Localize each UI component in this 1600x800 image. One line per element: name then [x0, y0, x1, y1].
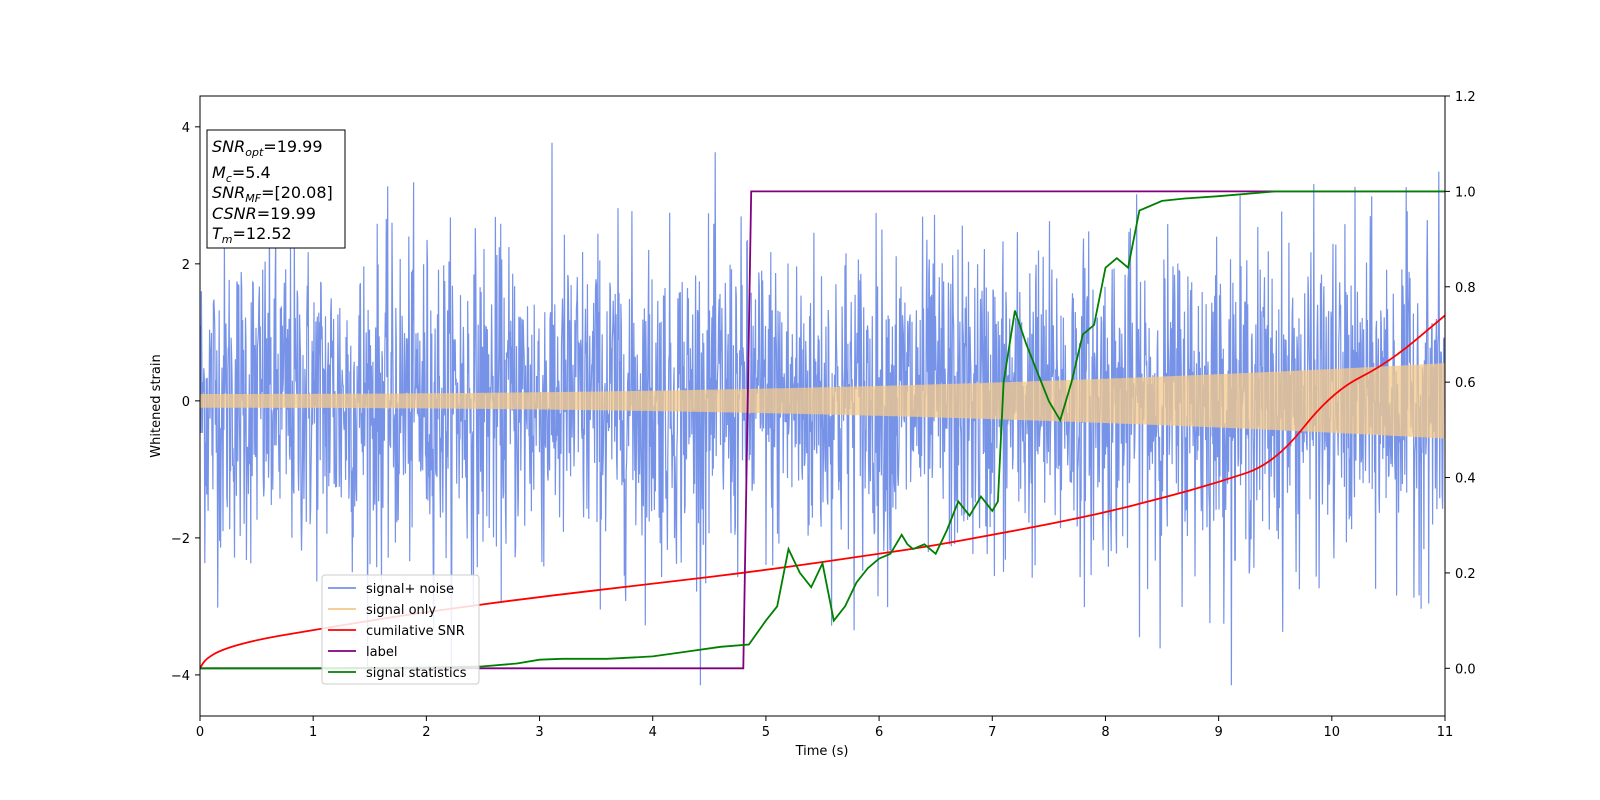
info-box: SNRopt=19.99 Mc=5.4 SNRMF=[20.08] CSNR=1… — [206, 129, 346, 249]
info-snr-mf-sub: MF — [245, 192, 261, 205]
x-tick-label: 3 — [535, 725, 543, 740]
x-tick-label: 5 — [762, 725, 770, 740]
x-tick-label: 6 — [875, 725, 883, 740]
info-snr-opt-sub: opt — [245, 146, 264, 159]
x-tick-label: 1 — [309, 725, 317, 740]
y-left-tick-label: −4 — [171, 669, 190, 684]
info-snr-opt-value: =19.99 — [263, 137, 322, 156]
y-right-tick-label: 0.4 — [1455, 472, 1476, 487]
y-right-tick-label: 0.6 — [1455, 376, 1476, 391]
x-tick-label: 0 — [196, 725, 204, 740]
y-right-tick-label: 1.0 — [1455, 185, 1476, 200]
info-mc-sub: c — [226, 172, 232, 185]
legend-items: signal+ noise signal only cumilative SNR la… — [328, 582, 467, 681]
x-tick-label: 4 — [649, 725, 657, 740]
y-left-tick-label: 4 — [182, 121, 190, 136]
info-mc-value: =5.4 — [232, 163, 271, 182]
info-mc: Mc=5.4 — [212, 163, 271, 185]
legend-label: signal+ noise — [366, 582, 454, 597]
info-tm-main: T — [212, 224, 223, 243]
info-mc-main: M — [212, 163, 226, 182]
info-box-frame — [206, 129, 346, 249]
y-right-tick-label: 0.8 — [1455, 281, 1476, 296]
info-snr-mf-value: =[20.08] — [261, 183, 333, 202]
legend: signal+ noise signal only cumilative SNR la… — [321, 574, 480, 685]
y-axis-label: Whitened strain — [149, 354, 164, 457]
series-line-cumilative-snr — [200, 314, 1445, 669]
x-tick-label: 2 — [422, 725, 430, 740]
legend-frame — [321, 574, 480, 685]
legend-label: signal statistics — [366, 666, 467, 681]
ticks-layer: 0 1 2 3 4 5 6 7 8 9 10 11 −4 −2 0 2 4 0.0 0.2 0.4 0.6 0.8 1.0 1… — [171, 90, 1476, 740]
x-tick-label: 10 — [1324, 725, 1341, 740]
x-tick-label: 7 — [988, 725, 996, 740]
legend-label: label — [366, 645, 397, 660]
info-tm: Tm=12.52 — [212, 224, 292, 246]
legend-label: cumilative SNR — [366, 624, 465, 639]
x-axis-label: Time (s) — [795, 744, 849, 759]
y-right-tick-label: 0.2 — [1455, 567, 1476, 582]
series-line-signal-statistics — [200, 190, 1445, 670]
info-snr-opt: SNRopt=19.99 — [212, 137, 323, 159]
x-tick-label: 11 — [1437, 725, 1454, 740]
x-tick-label: 9 — [1214, 725, 1222, 740]
info-tm-sub: m — [222, 233, 233, 246]
series-line-signal-only — [200, 363, 1445, 439]
info-csnr-value: =19.99 — [257, 204, 316, 223]
info-tm-value: =12.52 — [233, 224, 292, 243]
plot-frame — [199, 95, 1446, 717]
y-right-tick-label: 0.0 — [1455, 662, 1476, 677]
x-tick-label: 8 — [1101, 725, 1109, 740]
y-left-tick-label: 0 — [182, 395, 190, 410]
y-left-tick-label: 2 — [182, 258, 190, 273]
info-csnr: CSNR=19.99 — [212, 204, 316, 223]
info-snr-mf: SNRMF=[20.08] — [212, 183, 333, 205]
info-csnr-main: CSNR — [212, 204, 257, 223]
y-left-tick-label: −2 — [171, 532, 190, 547]
info-snr-mf-main: SNR — [212, 183, 245, 202]
y-right-tick-label: 1.2 — [1455, 90, 1476, 105]
info-snr-opt-main: SNR — [212, 137, 245, 156]
legend-label: signal only — [366, 603, 436, 618]
